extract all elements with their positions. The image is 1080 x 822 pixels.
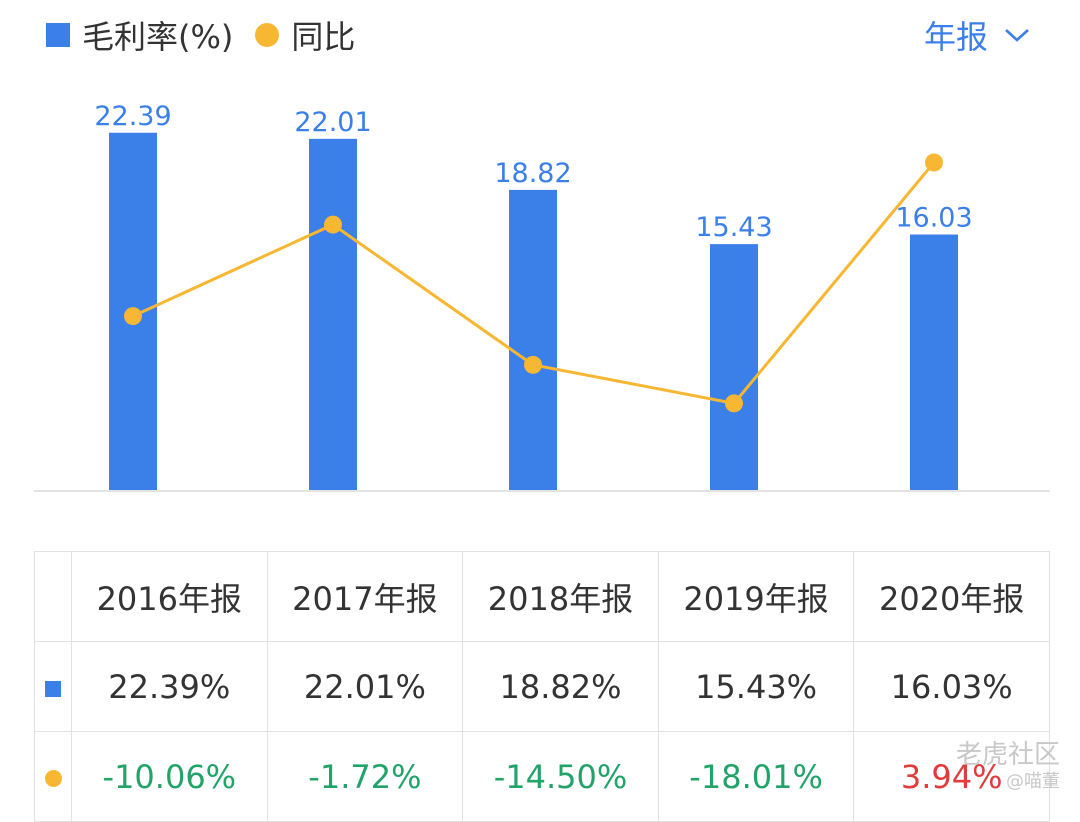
bar-legend-label: 毛利率(%) — [82, 18, 234, 56]
table-cell: -10.06% — [71, 731, 268, 822]
table-header-cell: 2019年报 — [657, 551, 855, 642]
bar-2017年报 — [309, 138, 357, 491]
bar-row-marker — [34, 641, 72, 732]
period-selector-label: 年报 — [923, 18, 988, 56]
watermark-sub: @喵董 — [1006, 771, 1060, 793]
table-header-cell: 2020年报 — [853, 551, 1050, 642]
yoy-point-2020年报 — [925, 153, 943, 172]
table-header-cell: 2017年报 — [266, 551, 464, 642]
table-cell: -1.72% — [266, 731, 464, 822]
table-row-gross-margin: 22.39% 22.01% 18.82% 15.43% 16.03% — [34, 641, 1050, 732]
table-cell: 18.82% — [462, 641, 659, 732]
blue-square-icon — [45, 680, 61, 697]
table-row-yoy: -10.06% -1.72% -14.50% -18.01% 3.94% — [34, 731, 1050, 822]
watermark-main: 老虎社区 — [955, 740, 1060, 770]
period-selector[interactable]: 年报 — [924, 12, 1030, 58]
gross-margin-chart: 22.39 22.01 18.82 15.43 16.03 — [34, 101, 1050, 492]
table-cell: 22.39% — [71, 641, 268, 732]
table-cell: 16.03% — [853, 641, 1050, 732]
bar-2020年报 — [910, 234, 958, 491]
bar-2019年报 — [710, 244, 758, 491]
table-cell: 15.43% — [657, 641, 855, 732]
bar-series: 22.39 22.01 18.82 15.43 16.03 — [94, 101, 973, 491]
yoy-point-2016年报 — [124, 307, 142, 326]
yoy-point-2018年报 — [524, 355, 542, 374]
table-cell: -18.01% — [657, 731, 855, 822]
bar-legend-swatch — [46, 23, 70, 47]
bar-data-label: 22.01 — [294, 107, 371, 138]
table-header-cell: 2018年报 — [462, 551, 659, 642]
bar-data-label: 22.39 — [94, 101, 171, 132]
table-cell: -14.50% — [462, 731, 659, 822]
bar-data-label: 15.43 — [695, 212, 772, 243]
yoy-point-2019年报 — [725, 394, 743, 413]
line-legend-label: 同比 — [291, 18, 356, 56]
watermark: 老虎社区 @喵董 — [956, 740, 1060, 793]
table-header-cell: 2016年报 — [71, 551, 268, 642]
table-cell: 3.94% — [853, 731, 1050, 822]
table-corner-cell — [34, 551, 72, 642]
chevron-down-icon — [1005, 29, 1029, 42]
table-header-row: 2016年报 2017年报 2018年报 2019年报 2020年报 — [34, 551, 1050, 642]
yoy-line-series — [124, 153, 943, 413]
line-legend-swatch — [255, 23, 280, 47]
bar-data-label: 18.82 — [494, 158, 571, 189]
yoy-point-2017年报 — [324, 215, 342, 234]
bar-data-label: 16.03 — [895, 203, 972, 234]
orange-dot-icon — [44, 770, 62, 787]
chart-legend: 毛利率(%) 同比 — [46, 12, 355, 58]
data-table: 2016年报 2017年报 2018年报 2019年报 2020年报 22.39… — [34, 551, 1050, 822]
line-row-marker — [34, 731, 72, 822]
table-cell: 22.01% — [266, 641, 464, 732]
bar-2018年报 — [509, 189, 557, 491]
